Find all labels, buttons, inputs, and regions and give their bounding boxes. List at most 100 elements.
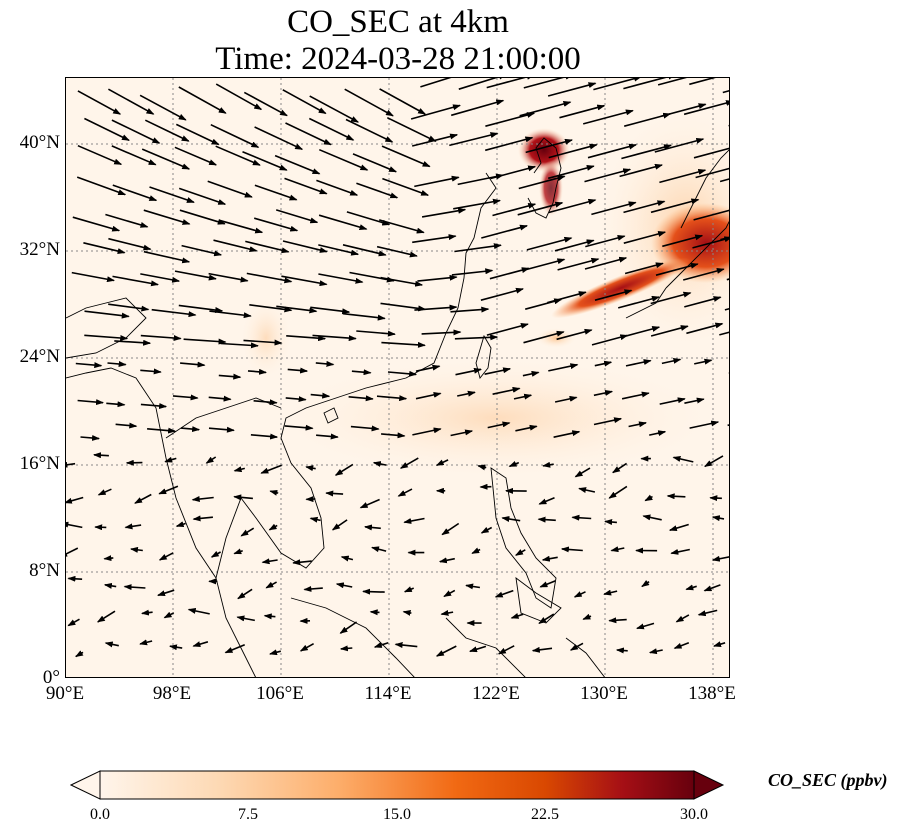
- wind-arrow: [623, 78, 677, 90]
- wind-arrow: [163, 611, 175, 619]
- wind-arrow: [344, 88, 394, 117]
- wind-arrow: [621, 144, 672, 160]
- wind-arrow: [584, 256, 628, 270]
- wind-arrow: [443, 589, 456, 598]
- wind-arrow: [666, 493, 686, 500]
- wind-arrow: [164, 456, 177, 463]
- wind-arrow: [492, 386, 521, 395]
- wind-arrow: [685, 584, 697, 591]
- wind-arrow: [523, 78, 574, 89]
- wind-arrow: [668, 523, 689, 532]
- wind-arrow: [130, 546, 143, 553]
- wind-arrow: [415, 391, 442, 400]
- wind-arrow: [141, 609, 153, 616]
- wind-arrow: [334, 463, 354, 476]
- wind-arrow: [517, 201, 564, 216]
- wind-arrow: [260, 464, 282, 474]
- wind-arrow: [455, 367, 482, 376]
- y-tick-label: 24°N: [19, 346, 60, 367]
- wind-arrow: [547, 291, 587, 304]
- wind-arrow: [318, 244, 360, 256]
- wind-arrow: [219, 219, 264, 234]
- wind-arrow: [484, 367, 512, 375]
- wind-arrow: [77, 399, 104, 406]
- wind-arrow: [292, 559, 312, 566]
- wind-arrow: [233, 494, 253, 501]
- wind-arrow: [318, 148, 369, 171]
- wind-arrow: [75, 650, 84, 658]
- wind-arrow: [573, 591, 586, 598]
- wind-arrow: [268, 523, 278, 531]
- wind-arrow: [103, 582, 117, 589]
- wind-arrow: [318, 214, 368, 231]
- wind-arrow: [689, 420, 720, 429]
- wind-arrow: [682, 268, 725, 281]
- wind-arrow: [312, 334, 357, 342]
- wind-arrow: [345, 118, 394, 143]
- wind-arrow: [689, 78, 716, 86]
- wind-arrow: [594, 360, 613, 367]
- wind-arrow: [265, 581, 277, 589]
- wind-arrow: [412, 234, 457, 244]
- wind-arrow: [140, 368, 162, 375]
- wind-arrow: [309, 516, 321, 523]
- wind-arrow: [316, 179, 359, 196]
- wind-arrow: [180, 426, 201, 433]
- wind-arrow: [450, 306, 490, 313]
- wind-arrow: [376, 395, 408, 402]
- wind-arrow: [308, 117, 355, 141]
- colorbar-label: CO_SEC (ppbv): [768, 770, 888, 790]
- wind-arrow: [169, 644, 183, 651]
- wind-arrow: [619, 163, 663, 178]
- wind-arrow: [571, 514, 592, 521]
- wind-arrow: [352, 153, 398, 173]
- wind-arrow: [703, 584, 721, 592]
- wind-arrow: [364, 524, 381, 531]
- wind-arrow: [539, 580, 556, 588]
- wind-arrow: [331, 519, 348, 531]
- wind-arrow: [386, 116, 437, 143]
- y-tick-label: 8°N: [29, 560, 60, 581]
- wind-arrow: [603, 589, 618, 596]
- wind-arrow: [492, 203, 537, 217]
- wind-arrow: [648, 648, 663, 655]
- wind-arrow: [719, 331, 729, 336]
- wind-arrow: [191, 496, 214, 503]
- wind-arrow: [72, 216, 121, 232]
- wind-arrow: [554, 395, 578, 403]
- wind-arrow: [76, 176, 127, 196]
- wind-arrow: [660, 103, 707, 118]
- wind-arrow: [269, 649, 282, 656]
- wind-arrow: [636, 622, 655, 630]
- wind-arrow: [237, 588, 253, 600]
- wind-arrow: [451, 268, 494, 276]
- wind-arrow: [340, 555, 354, 562]
- wind-arrow: [342, 244, 387, 257]
- wind-arrow: [249, 304, 293, 313]
- wind-arrow: [471, 547, 481, 555]
- wind-arrow: [454, 334, 499, 341]
- wind-arrow: [625, 359, 652, 367]
- wind-arrow: [285, 122, 332, 146]
- wind-arrow: [394, 642, 418, 649]
- wind-arrow: [381, 145, 431, 168]
- wind-arrow: [187, 607, 210, 615]
- wind-arrow: [174, 146, 218, 166]
- wind-arrow: [339, 645, 353, 652]
- wind-arrow: [181, 244, 223, 257]
- wind-arrow: [213, 239, 258, 253]
- wind-arrow: [379, 88, 426, 115]
- wind-arrow: [450, 429, 474, 437]
- wind-arrow: [67, 618, 80, 627]
- wind-arrow: [287, 367, 309, 374]
- wind-arrow: [339, 621, 358, 634]
- wind-arrow: [435, 459, 449, 467]
- wind-arrow: [97, 488, 112, 496]
- wind-arrow: [66, 496, 84, 504]
- wind-arrow: [453, 198, 501, 210]
- wind-arrow: [554, 239, 595, 252]
- wind-arrow: [247, 368, 267, 375]
- wind-arrow: [650, 291, 692, 305]
- wind-arrow: [497, 645, 515, 655]
- wind-arrow: [348, 395, 374, 402]
